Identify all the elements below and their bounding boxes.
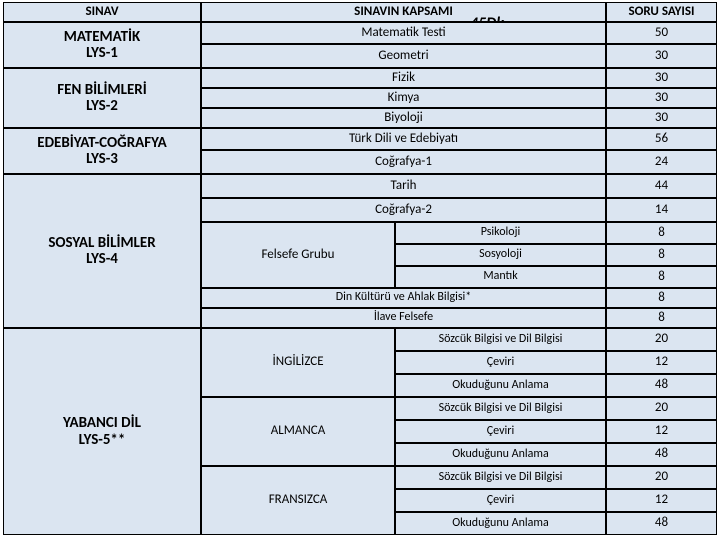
lys1-title: MATEMATİKLYS-1 — [3, 22, 201, 68]
lys2-t1: FEN BİLİMLERİ — [57, 81, 146, 99]
lys5-lang1-s1: Sözcük Bilgisi ve Dil Bilgisi — [395, 328, 606, 351]
lys4-t1: SOSYAL BİLİMLER — [48, 234, 155, 252]
lys5-t1: YABANCI DİL — [63, 414, 141, 432]
lys3-r1: Türk Dili ve Edebiyatı — [201, 128, 606, 150]
lys3-r2: Coğrafya-1 — [201, 150, 606, 174]
lys5-lang2-v1: 20 — [606, 397, 717, 420]
lys5-lang3-v1: 20 — [606, 466, 717, 489]
lys4-g3: Mantık — [395, 266, 606, 288]
lys4-g2: Sosyoloji — [395, 244, 606, 266]
lys2-r3: Biyoloji — [201, 108, 606, 128]
lys1-r2: Geometri — [201, 44, 606, 68]
lys4-r7: İlave Felsefe — [201, 308, 606, 328]
lys4-gc1: 8 — [606, 222, 717, 244]
lys4-g1: Psikoloji — [395, 222, 606, 244]
lys5-lang2-s1: Sözcük Bilgisi ve Dil Bilgisi — [395, 397, 606, 420]
lys5-lang2: ALMANCA — [201, 397, 395, 466]
header-kapsam: SINAVIN KAPSAMI — [201, 2, 606, 22]
lys4-r2: Coğrafya-2 — [201, 198, 606, 222]
lys3-t2: LYS-3 — [86, 150, 118, 168]
lys1-r1: Matematik Testi — [201, 22, 606, 44]
lys5-lang2-s2: Çeviri — [395, 420, 606, 443]
lys5-lang3-s3: Okuduğunu Anlama — [395, 512, 606, 535]
lys1-c2: 30 — [606, 44, 717, 68]
lys4-c1: 44 — [606, 174, 717, 198]
lys1-t2: LYS-1 — [86, 44, 118, 62]
lys5-t2: LYS-5** — [79, 431, 126, 449]
lys2-r2: Kimya — [201, 88, 606, 108]
lys5-lang1-s2: Çeviri — [395, 351, 606, 374]
lys3-t1: EDEBİYAT-COĞRAFYA — [37, 134, 166, 152]
lys4-t2: LYS-4 — [86, 250, 118, 268]
lys4-c2: 14 — [606, 198, 717, 222]
lys5-lang1-s3: Okuduğunu Anlama — [395, 374, 606, 397]
lys2-title: FEN BİLİMLERİLYS-2 — [3, 68, 201, 128]
lys5-lang3-s2: Çeviri — [395, 489, 606, 512]
lys4-felsefe-grubu: Felsefe Grubu — [201, 222, 395, 288]
lys4-c6: 8 — [606, 288, 717, 308]
lys1-c1: 50 — [606, 22, 717, 44]
lys5-lang3: FRANSIZCA — [201, 466, 395, 535]
lys5-lang3-v3: 48 — [606, 512, 717, 535]
lys2-c3: 30 — [606, 108, 717, 128]
lys4-gc2: 8 — [606, 244, 717, 266]
lys2-r1: Fizik — [201, 68, 606, 88]
lys5-title: YABANCI DİLLYS-5** — [3, 328, 201, 535]
lys3-c1: 56 — [606, 128, 717, 150]
lys5-lang1-v3: 48 — [606, 374, 717, 397]
lys5-lang2-v2: 12 — [606, 420, 717, 443]
lys5-lang3-s1: Sözcük Bilgisi ve Dil Bilgisi — [395, 466, 606, 489]
header-soru: SORU SAYISI — [606, 2, 717, 22]
lys4-c7: 8 — [606, 308, 717, 328]
lys4-gc3: 8 — [606, 266, 717, 288]
lys3-title: EDEBİYAT-COĞRAFYALYS-3 — [3, 128, 201, 174]
lys1-t1: MATEMATİK — [64, 28, 140, 46]
lys4-r1: Tarih — [201, 174, 606, 198]
lys5-lang3-v2: 12 — [606, 489, 717, 512]
header-sinav: SINAV — [3, 2, 201, 22]
lys3-c2: 24 — [606, 150, 717, 174]
lys5-lang1-v2: 12 — [606, 351, 717, 374]
lys5-lang2-v3: 48 — [606, 443, 717, 466]
lys5-lang1-v1: 20 — [606, 328, 717, 351]
lys2-t2: LYS-2 — [86, 97, 118, 115]
lys2-c1: 30 — [606, 68, 717, 88]
lys5-lang2-s3: Okuduğunu Anlama — [395, 443, 606, 466]
lys5-lang1: İNGİLİZCE — [201, 328, 395, 397]
lys4-title: SOSYAL BİLİMLERLYS-4 — [3, 174, 201, 328]
lys2-c2: 30 — [606, 88, 717, 108]
lys4-r6: Din Kültürü ve Ahlak Bilgisi* — [201, 288, 606, 308]
